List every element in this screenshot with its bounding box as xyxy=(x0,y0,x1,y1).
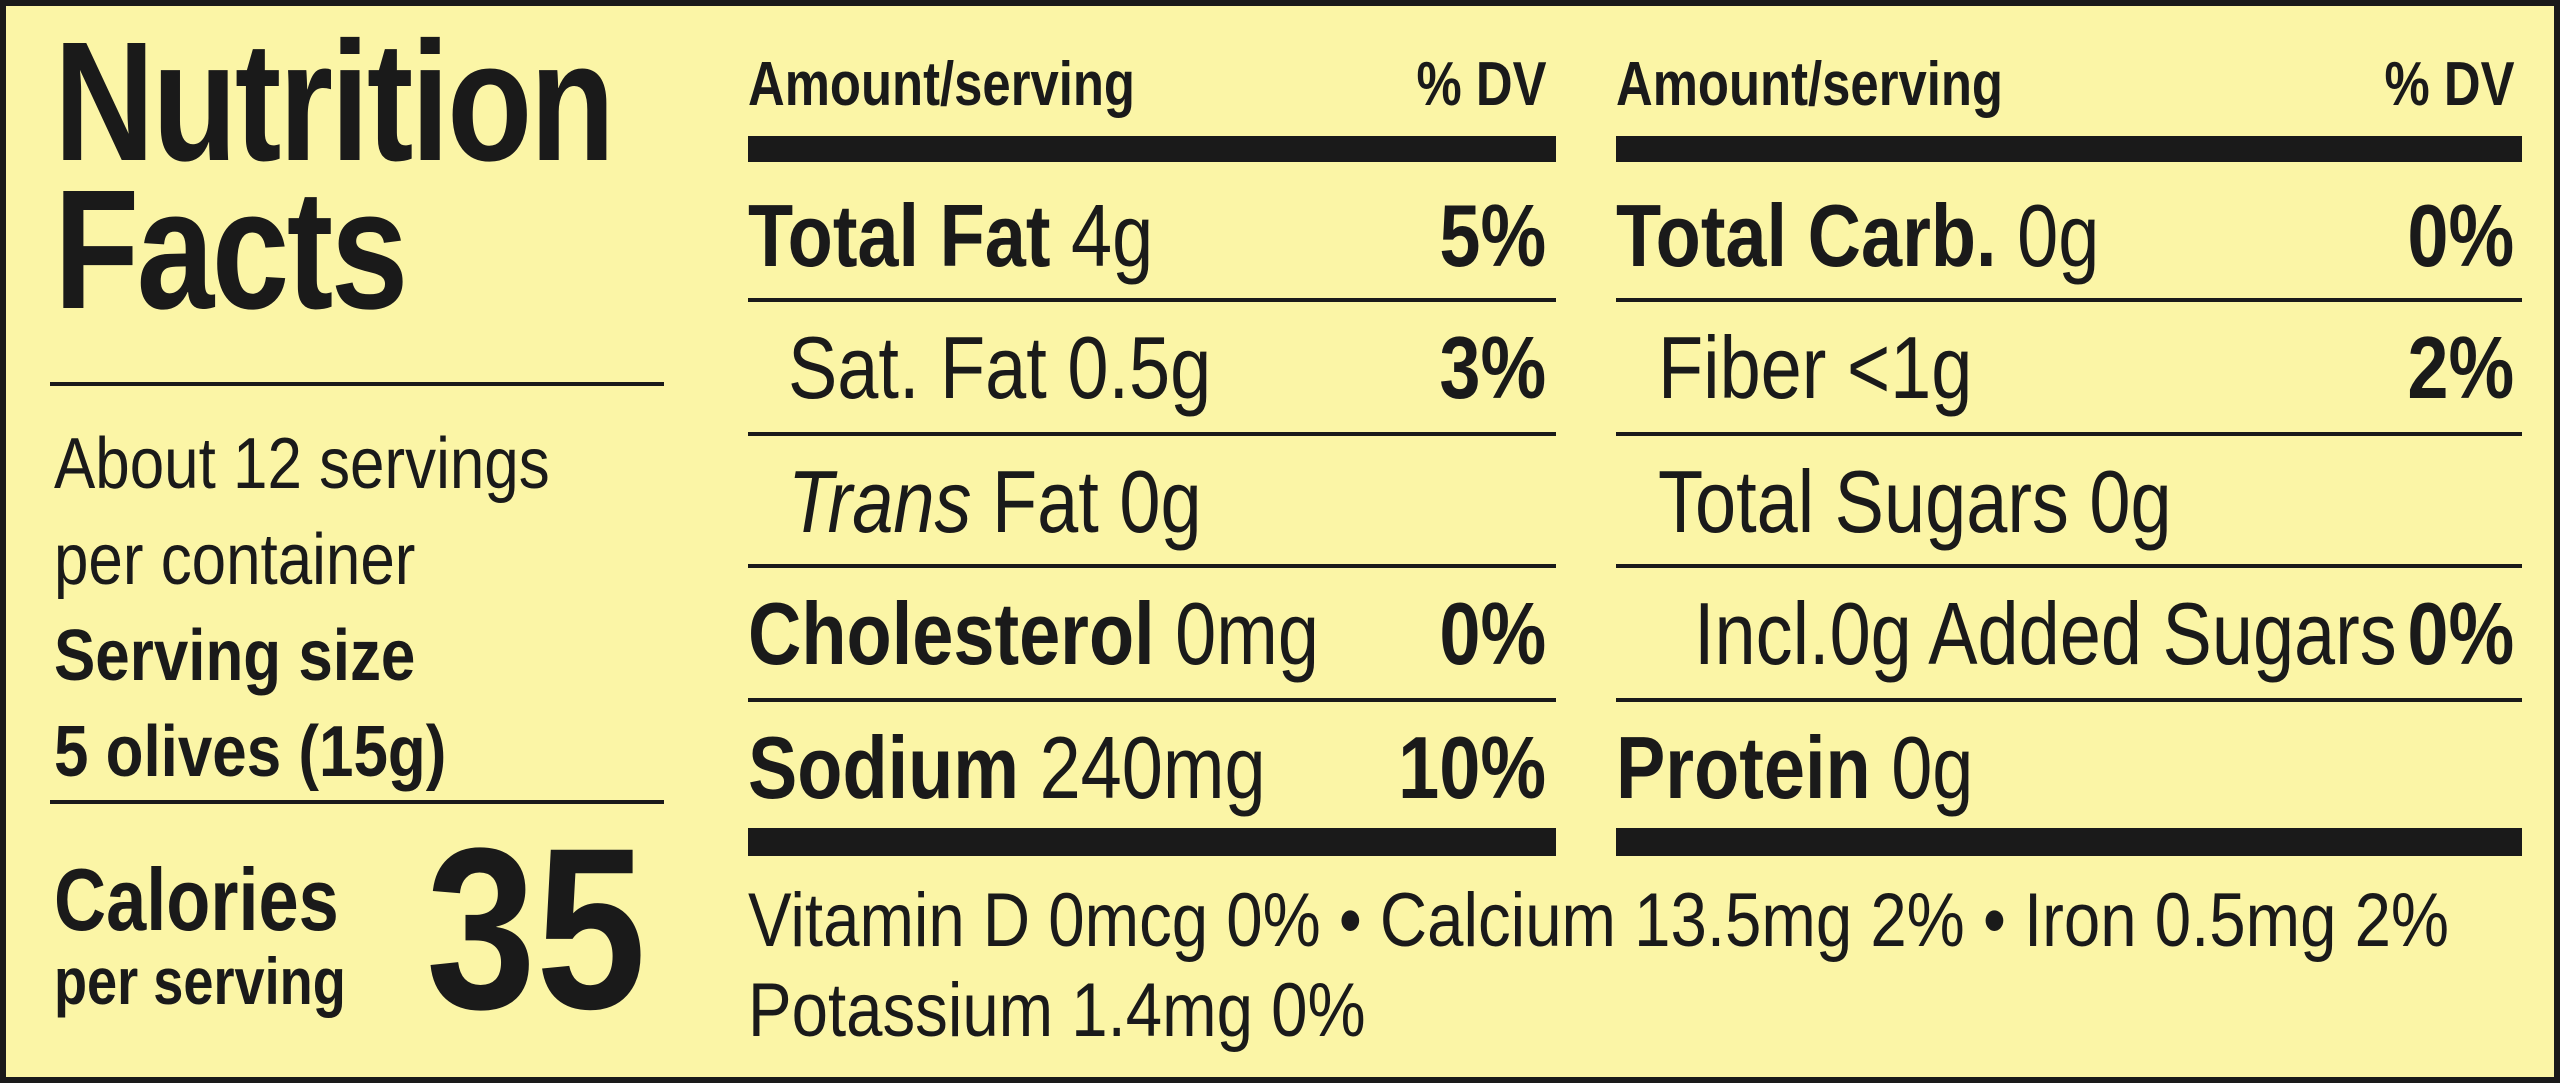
nutrient-name: Trans xyxy=(788,452,972,551)
nutrient-name: Incl. xyxy=(1694,584,1830,683)
nutrient-protein: Protein 0g xyxy=(1616,718,1973,818)
vitamins-line-1: Vitamin D 0mcg 0% • Calcium 13.5mg 2% • … xyxy=(748,878,2450,963)
nutrient-amount: <1g xyxy=(1846,318,1973,417)
right-amount-header: Amount/serving xyxy=(1616,50,2003,119)
nutrient-amount: 0mg xyxy=(1175,584,1319,683)
nutrient-cholesterol-dv: 0% xyxy=(1439,584,1546,683)
calories-per-serving: per serving xyxy=(54,944,346,1018)
nutrient-name: Protein xyxy=(1616,718,1871,817)
nutrient-added-sugars: Incl.0g Added Sugars xyxy=(1694,584,2397,684)
nutrient-sodium-dv: 10% xyxy=(1398,718,1546,817)
nutrient-sat-fat-dv: 3% xyxy=(1439,318,1546,417)
nutrient-name: Cholesterol xyxy=(748,584,1155,683)
row-divider xyxy=(748,432,1556,436)
nutrient-total-carb-dv: 0% xyxy=(2407,186,2514,285)
servings-info: About 12 servings per container Serving … xyxy=(54,416,550,800)
nutrient-amount: 0g xyxy=(1891,718,1974,817)
nutrient-fiber-dv: 2% xyxy=(2407,318,2514,417)
title-line-2: Facts xyxy=(54,155,408,345)
nutrient-added-sugars-dv: 0% xyxy=(2407,584,2514,683)
nutrient-name-rest: Fat xyxy=(992,452,1099,551)
nutrient-amount: 4g xyxy=(1071,186,1154,285)
nutrient-trans-fat: Trans Fat 0g xyxy=(788,452,1202,552)
nutrient-name: Total Carb. xyxy=(1616,186,1997,285)
nutrient-name: Total Fat xyxy=(748,186,1051,285)
right-footer-bar xyxy=(1616,828,2522,856)
nutrient-name: Fiber xyxy=(1658,318,1827,417)
nutrient-total-sugars: Total Sugars 0g xyxy=(1658,452,2172,552)
left-dv-header: % DV xyxy=(1416,50,1546,119)
nutrient-amount: 0g xyxy=(2017,186,2100,285)
row-divider xyxy=(1616,698,2522,702)
title-divider xyxy=(50,382,664,386)
row-divider xyxy=(1616,298,2522,302)
row-divider xyxy=(748,298,1556,302)
row-divider xyxy=(1616,432,2522,436)
serving-size-value: 5 olives (15g) xyxy=(54,712,447,792)
nutrient-sat-fat: Sat. Fat 0.5g xyxy=(788,318,1211,418)
row-divider xyxy=(748,564,1556,568)
left-amount-header: Amount/serving xyxy=(748,50,1135,119)
calories-label: Calories per serving xyxy=(54,850,346,1018)
right-header-bar xyxy=(1616,136,2522,162)
nutrient-amount: 0g Added Sugars xyxy=(1829,584,2397,683)
calories-value: 35 xyxy=(426,800,647,1057)
serving-size-label: Serving size xyxy=(54,616,416,696)
nutrient-total-fat: Total Fat 4g xyxy=(748,186,1153,286)
nutrient-sodium: Sodium 240mg xyxy=(748,718,1266,818)
nutrient-amount: 0.5g xyxy=(1067,318,1212,417)
label-title: Nutrition Facts xyxy=(54,7,615,345)
title-line-1: Nutrition xyxy=(54,7,615,197)
calories-text: Calories xyxy=(54,850,339,949)
nutrient-fiber: Fiber <1g xyxy=(1658,318,1972,418)
right-dv-header: % DV xyxy=(2384,50,2514,119)
nutrient-name: Total Sugars xyxy=(1658,452,2069,551)
nutrient-amount: 240mg xyxy=(1039,718,1266,817)
row-divider xyxy=(748,698,1556,702)
left-footer-bar xyxy=(748,828,1556,856)
nutrient-amount: 0g xyxy=(1119,452,1202,551)
servings-per-container-line2: per container xyxy=(54,520,416,600)
servings-per-container-line1: About 12 servings xyxy=(54,424,550,504)
nutrient-name: Sodium xyxy=(748,718,1020,817)
nutrient-total-fat-dv: 5% xyxy=(1439,186,1546,285)
nutrient-cholesterol: Cholesterol 0mg xyxy=(748,584,1319,684)
servings-divider xyxy=(50,800,664,804)
left-header-bar xyxy=(748,136,1556,162)
vitamins-line-2: Potassium 1.4mg 0% xyxy=(748,968,1366,1053)
nutrient-name: Sat. Fat xyxy=(788,318,1047,417)
row-divider xyxy=(1616,564,2522,568)
nutrient-total-carb: Total Carb. 0g xyxy=(1616,186,2099,286)
nutrient-amount: 0g xyxy=(2089,452,2172,551)
